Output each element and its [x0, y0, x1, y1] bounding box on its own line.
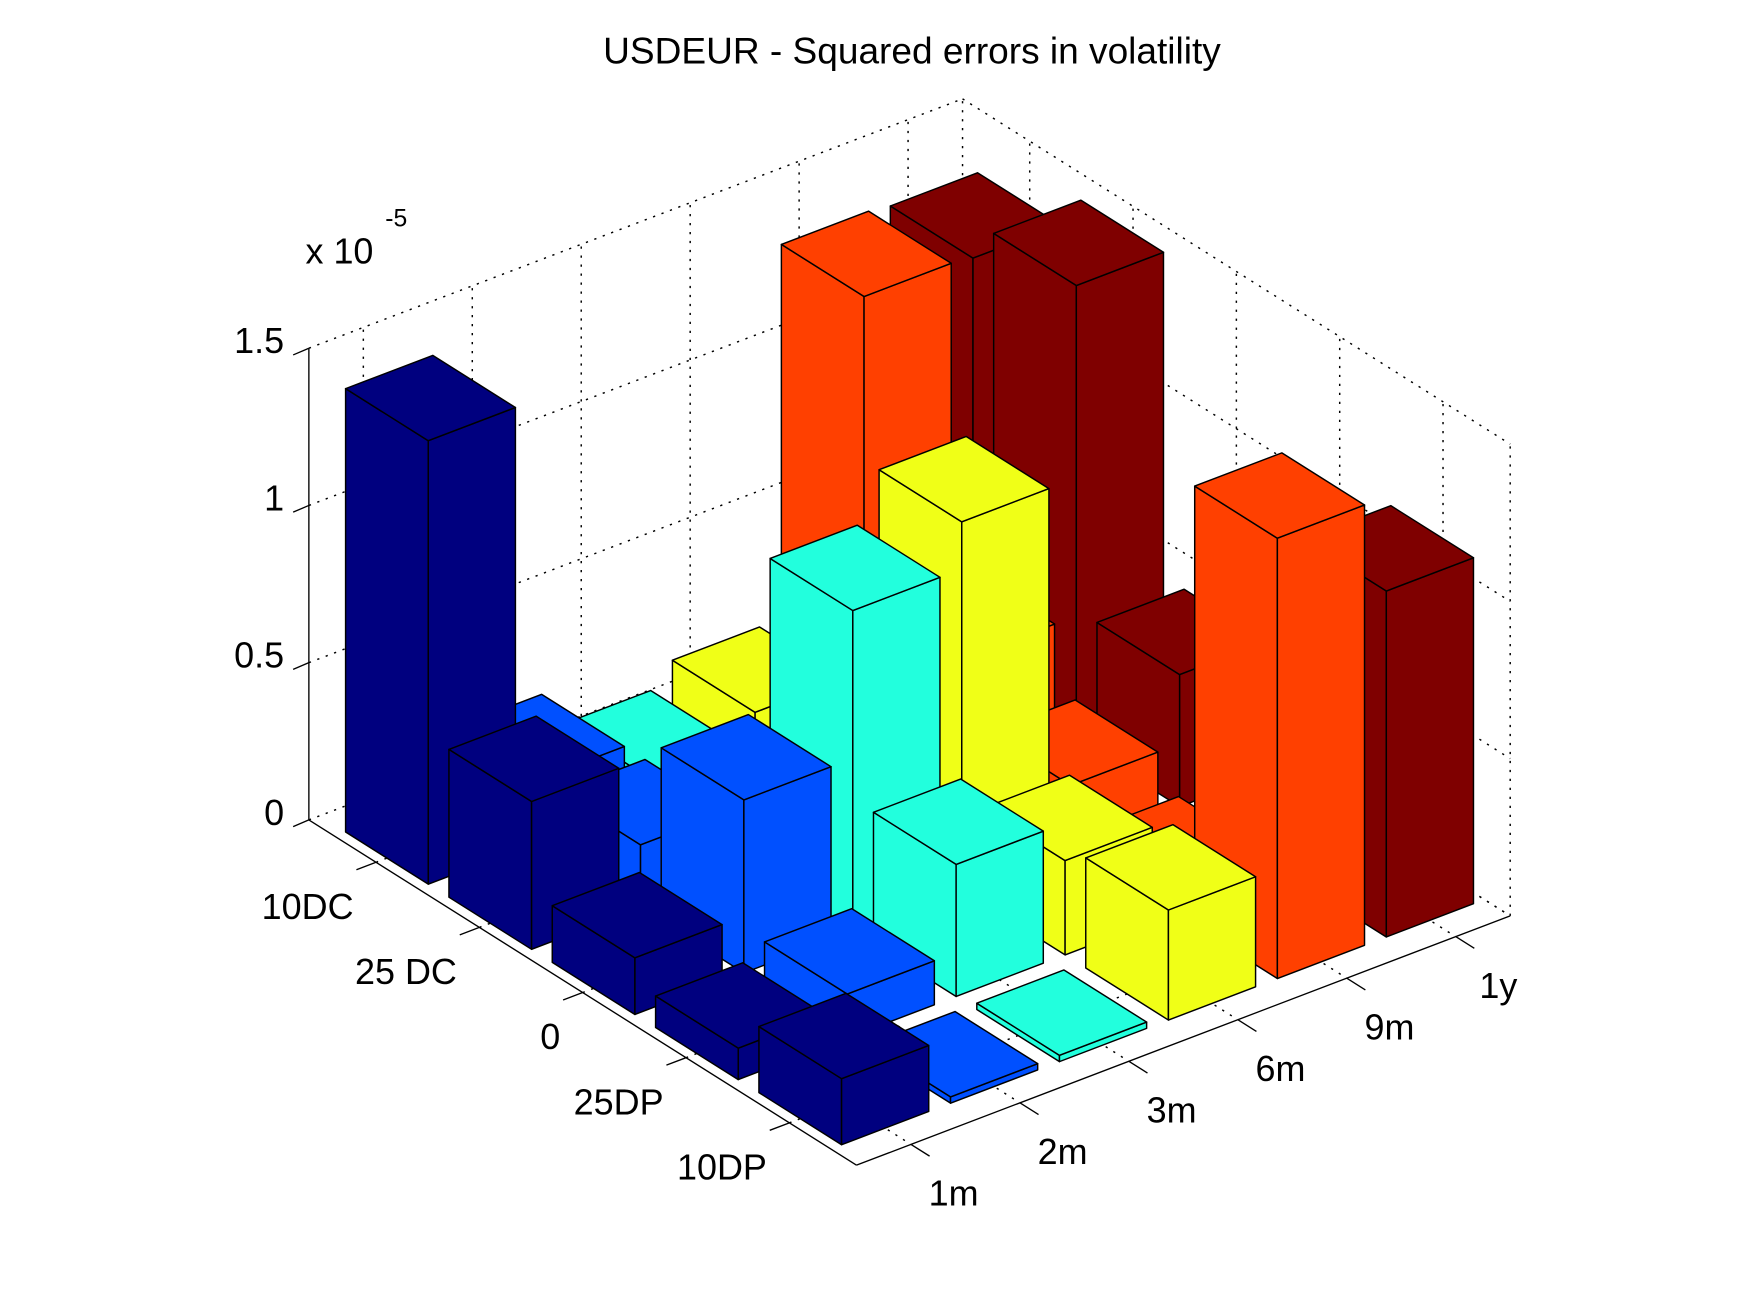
bar-top [758, 992, 930, 1080]
row-tick [666, 1057, 687, 1066]
axis-multiplier-exponent: -5 [385, 206, 407, 233]
column-tick [1237, 1019, 1257, 1033]
row-tick [562, 991, 583, 1001]
z-tick-label: 1 [264, 477, 284, 518]
z-tick-label: 0 [264, 792, 284, 833]
row-label: 10DP [677, 1147, 767, 1188]
chart-title: USDEUR - Squared errors in volatility [603, 30, 1221, 72]
z-tick-label: 1.5 [234, 320, 284, 361]
z-tick [292, 347, 310, 356]
column-label: 1y [1479, 965, 1517, 1006]
bar-top [976, 969, 1148, 1057]
bar-top [1193, 452, 1366, 539]
bar-top [344, 354, 517, 442]
bar-top [551, 871, 723, 959]
bar-top [780, 210, 952, 298]
bar-top [763, 907, 936, 995]
column-tick [1019, 1102, 1039, 1116]
grid-line [962, 98, 1511, 445]
row-label: 10DC [262, 886, 354, 927]
column-label: 3m [1147, 1089, 1197, 1130]
row-label: 25 DC [355, 951, 457, 992]
column-label: 9m [1364, 1006, 1414, 1047]
column-label: 6m [1256, 1048, 1306, 1089]
row-tick [769, 1122, 790, 1131]
column-tick [910, 1143, 930, 1157]
bar-front [1385, 557, 1475, 938]
bar-top [660, 713, 832, 801]
bar-side [344, 387, 429, 885]
z-tick [292, 662, 310, 671]
bar-top [448, 715, 620, 803]
row-label: 25DP [574, 1081, 664, 1122]
column-tick [1455, 936, 1475, 949]
bar-top [1085, 823, 1257, 911]
bar-top [769, 524, 941, 612]
bar-top [878, 435, 1050, 523]
row-label: 0 [540, 1016, 560, 1057]
column-axis [856, 915, 1511, 1166]
column-label: 2m [1038, 1131, 1088, 1172]
row-tick [356, 861, 377, 871]
row-tick [459, 926, 480, 936]
column-tick [1128, 1060, 1148, 1074]
z-tick [292, 504, 310, 513]
z-tick [292, 819, 310, 828]
bar-top [872, 778, 1045, 866]
column-tick [1346, 977, 1366, 991]
z-tick-label: 0.5 [234, 635, 284, 676]
bar-top [992, 199, 1165, 287]
axis-multiplier: x 10 [305, 230, 373, 271]
column-label: 1m [929, 1173, 979, 1214]
bar-front [1276, 504, 1366, 980]
